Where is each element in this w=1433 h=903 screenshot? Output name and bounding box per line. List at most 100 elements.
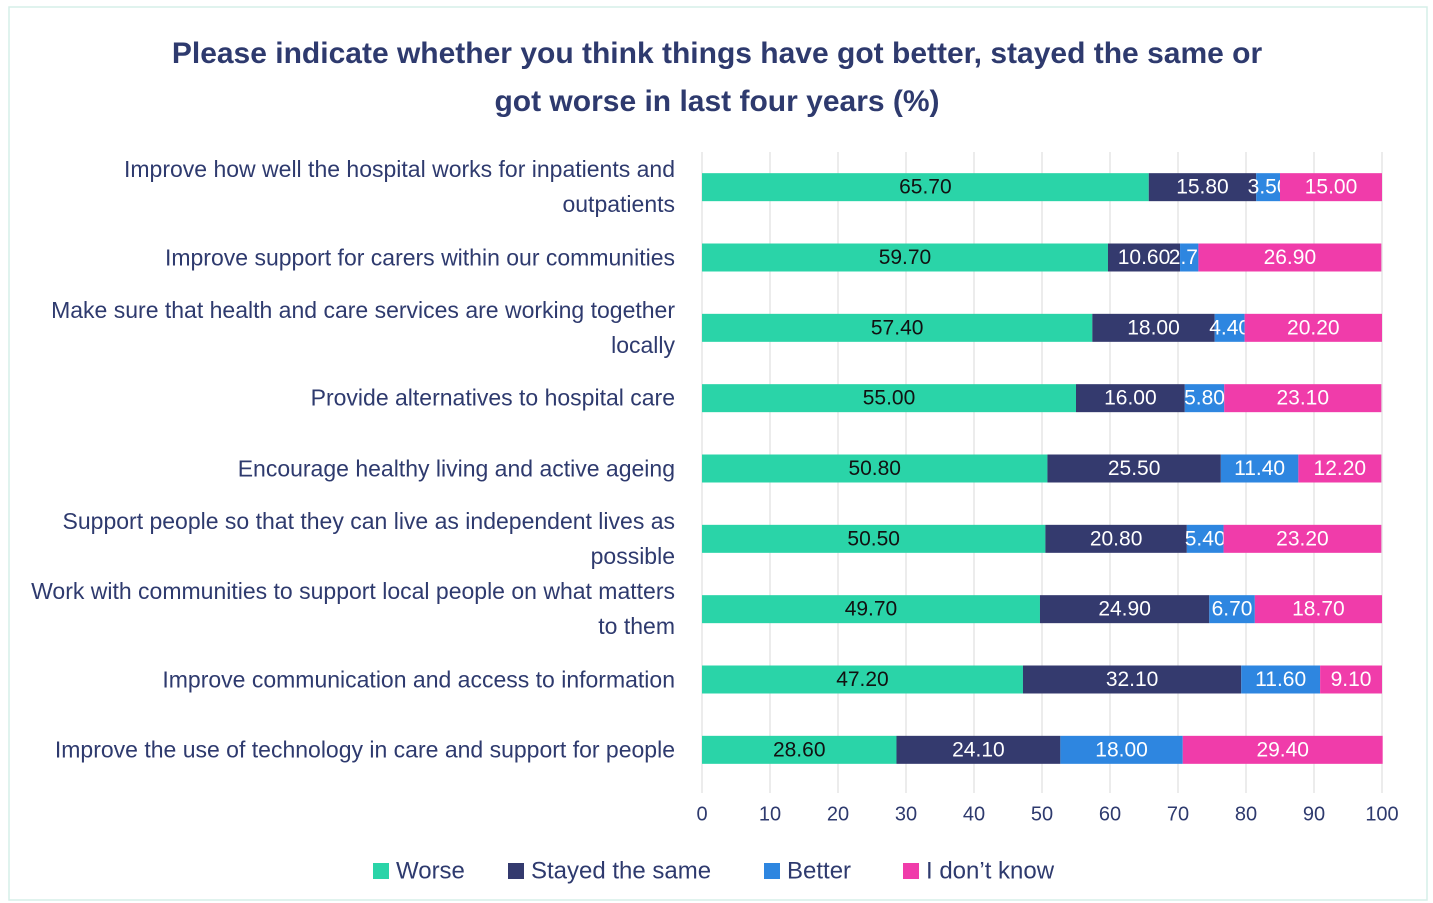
- bar-segment: [1182, 735, 1383, 764]
- data-label: 6.70: [1212, 598, 1253, 621]
- bar-segment: [1214, 313, 1245, 342]
- bar-segment: [1223, 524, 1382, 553]
- bar-segment: [1298, 454, 1382, 483]
- category-label: Improve communication and access to info…: [162, 666, 675, 692]
- bar-segment: [1244, 313, 1382, 342]
- legend-label: Stayed the same: [531, 857, 711, 884]
- category-label: Improve the use of technology in care an…: [54, 736, 675, 763]
- category-label: Improve how well the hospital works for …: [123, 156, 675, 218]
- data-label: 5.40: [1185, 527, 1226, 550]
- data-label: 24.10: [952, 738, 1005, 761]
- x-tick-label: 70: [1167, 803, 1189, 825]
- data-label: 18.00: [1095, 738, 1148, 761]
- legend-swatch: [903, 863, 919, 879]
- data-label: 49.70: [845, 598, 898, 621]
- category-label: Support people so that they can live as …: [62, 507, 675, 569]
- x-tick-label: 20: [827, 803, 849, 825]
- legend-swatch: [764, 863, 780, 879]
- legend-label: Worse: [396, 857, 465, 884]
- data-label: 25.50: [1108, 457, 1161, 480]
- x-tick-label: 80: [1235, 803, 1257, 825]
- data-label: 10.60: [1118, 246, 1171, 269]
- bar-segment: [1180, 243, 1199, 272]
- data-label: 29.40: [1256, 738, 1309, 761]
- data-label: 47.20: [836, 668, 889, 691]
- bar-segment: [1224, 384, 1382, 413]
- bar-segment: [702, 384, 1076, 413]
- data-label: 4.40: [1209, 316, 1250, 339]
- data-label: 65.70: [899, 176, 952, 199]
- data-label: 16.00: [1104, 387, 1157, 410]
- bar-segment: [1047, 454, 1221, 483]
- data-label: 18.70: [1292, 598, 1345, 621]
- category-label: Improve support for carers within our co…: [164, 244, 675, 270]
- bar-segment: [702, 313, 1093, 342]
- data-label: 50.80: [848, 457, 901, 480]
- x-tick-label: 30: [895, 803, 917, 825]
- data-label: 20.20: [1287, 316, 1340, 339]
- bar-segment: [1320, 665, 1382, 694]
- data-label: 32.10: [1106, 668, 1159, 691]
- x-tick-label: 60: [1099, 803, 1121, 825]
- bar-segment: [896, 735, 1061, 764]
- data-label: 24.90: [1098, 598, 1151, 621]
- category-label: Provide alternatives to hospital care: [310, 384, 675, 411]
- data-label: 9.10: [1331, 668, 1372, 691]
- bar-segment: [1198, 243, 1382, 272]
- bar-segment: [1280, 173, 1382, 202]
- bar-segment: [1209, 595, 1255, 624]
- bar-segment: [1060, 735, 1183, 764]
- data-label: 23.10: [1276, 387, 1329, 410]
- data-label: 23.20: [1276, 527, 1329, 550]
- bar-segment: [1184, 384, 1225, 413]
- data-label: 28.60: [773, 738, 826, 761]
- bar-segment: [1186, 524, 1224, 553]
- bar-segment: [1148, 173, 1257, 202]
- legend-swatch: [373, 863, 389, 879]
- bar-segment: [1254, 595, 1382, 624]
- bar-segment: [1241, 665, 1321, 694]
- data-label: 15.00: [1305, 176, 1358, 199]
- data-label: 12.20: [1314, 457, 1367, 480]
- bar-segment: [702, 735, 897, 764]
- bar-segment: [1039, 595, 1210, 624]
- data-label: 50.50: [847, 527, 900, 550]
- bar-segment: [1107, 243, 1181, 272]
- x-tick-label: 50: [1031, 803, 1053, 825]
- data-label: 26.90: [1264, 246, 1317, 269]
- data-label: 15.80: [1176, 176, 1229, 199]
- legend-label: Better: [787, 857, 851, 884]
- category-label: Encourage healthy living and active agei…: [237, 455, 675, 481]
- bar-segment: [702, 454, 1048, 483]
- legend-swatch: [508, 863, 524, 879]
- bar-segment: [1076, 384, 1185, 413]
- data-label: 59.70: [879, 246, 932, 269]
- data-label: 11.60: [1255, 668, 1306, 691]
- bar-segment: [702, 524, 1046, 553]
- x-tick-label: 40: [963, 803, 985, 825]
- data-label: 57.40: [871, 316, 924, 339]
- data-label: 5.80: [1184, 387, 1225, 410]
- bar-segment: [1092, 313, 1215, 342]
- bar-segment: [702, 173, 1149, 202]
- data-label: 3.50: [1248, 176, 1289, 199]
- legend-label: I don’t know: [926, 857, 1055, 884]
- bar-segment: [1022, 665, 1242, 694]
- bar-segment: [1256, 173, 1280, 202]
- bar-segment: [1220, 454, 1299, 483]
- bar-segment: [702, 243, 1108, 272]
- category-label: Work with communities to support local p…: [31, 578, 675, 640]
- data-label: 20.80: [1090, 527, 1143, 550]
- x-tick-label: 0: [696, 803, 707, 825]
- data-label: 18.00: [1127, 316, 1180, 339]
- data-label: 11.40: [1234, 457, 1285, 480]
- chart-title: Please indicate whether you think things…: [171, 37, 1263, 118]
- chart-border: [8, 6, 1428, 901]
- bar-segment: [702, 595, 1040, 624]
- bar-segment: [702, 665, 1023, 694]
- category-label: Make sure that health and care services …: [51, 296, 675, 358]
- x-tick-label: 10: [759, 803, 781, 825]
- data-label: 55.00: [863, 387, 916, 410]
